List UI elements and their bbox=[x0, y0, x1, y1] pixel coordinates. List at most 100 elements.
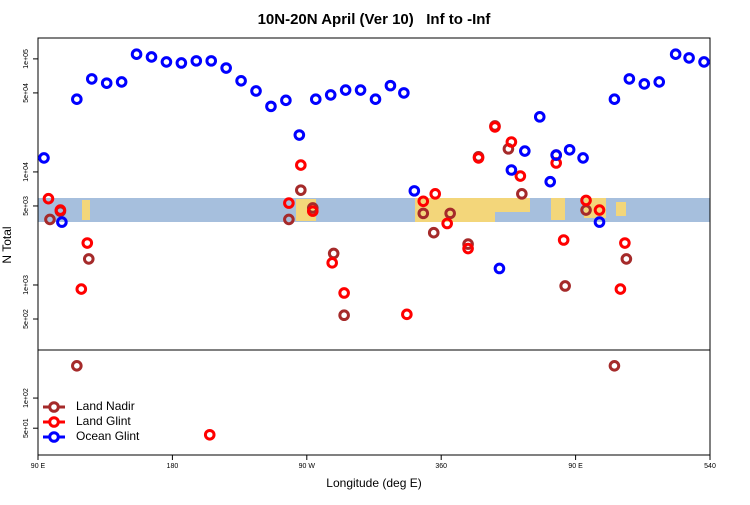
legend-label: Ocean Glint bbox=[76, 429, 140, 443]
legend-swatch bbox=[48, 401, 60, 413]
y-tick-label: 5e+01 bbox=[23, 418, 30, 438]
data-point bbox=[205, 55, 218, 67]
data-point bbox=[71, 359, 83, 372]
data-point bbox=[417, 195, 430, 208]
data-point bbox=[384, 79, 397, 92]
data-point bbox=[577, 152, 589, 164]
data-point bbox=[327, 247, 340, 260]
data-point bbox=[462, 242, 474, 255]
data-point bbox=[283, 197, 295, 209]
data-point bbox=[203, 428, 216, 441]
data-point bbox=[250, 85, 262, 97]
data-point bbox=[42, 192, 55, 205]
data-point bbox=[81, 237, 94, 249]
data-point bbox=[557, 234, 570, 246]
data-point bbox=[653, 76, 666, 88]
data-point bbox=[115, 76, 128, 88]
x-axis-label: Longitude (deg E) bbox=[326, 476, 421, 490]
legend-label: Land Glint bbox=[76, 414, 131, 428]
y-tick-label: 1e+04 bbox=[23, 162, 30, 182]
legend-swatch bbox=[48, 431, 60, 443]
data-point bbox=[683, 52, 695, 64]
data-point bbox=[608, 93, 621, 105]
data-point bbox=[295, 159, 307, 171]
lower-frame bbox=[37, 349, 711, 456]
data-point bbox=[145, 51, 158, 63]
data-point bbox=[235, 74, 247, 87]
data-point bbox=[398, 87, 410, 99]
x-tick-label: 90 E bbox=[31, 463, 46, 470]
data-point bbox=[444, 207, 456, 220]
data-point bbox=[369, 93, 382, 105]
data-point bbox=[354, 84, 367, 96]
data-point bbox=[295, 184, 307, 196]
y-tick-label: 5e+02 bbox=[23, 309, 30, 329]
data-point bbox=[326, 257, 338, 269]
data-point bbox=[620, 253, 633, 265]
x-tick-label: 90 W bbox=[299, 463, 316, 470]
data-point bbox=[306, 205, 319, 217]
data-point bbox=[516, 188, 528, 200]
upper-frame bbox=[37, 37, 711, 351]
data-point bbox=[429, 188, 442, 200]
data-point bbox=[638, 78, 651, 90]
data-point bbox=[339, 84, 352, 96]
legend-swatch bbox=[48, 416, 60, 428]
y-tick-label: 1e+02 bbox=[23, 388, 30, 408]
data-point bbox=[544, 175, 557, 188]
data-point bbox=[417, 207, 430, 220]
y-tick-label: 1e+03 bbox=[23, 275, 30, 295]
data-point bbox=[75, 283, 88, 295]
data-point bbox=[493, 262, 506, 275]
data-point bbox=[505, 136, 518, 148]
data-point bbox=[408, 185, 421, 197]
data-point bbox=[283, 213, 295, 226]
data-point bbox=[593, 204, 606, 216]
data-point bbox=[608, 359, 621, 372]
x-tick-label: 360 bbox=[435, 463, 447, 470]
map-background bbox=[38, 198, 710, 222]
data-point bbox=[56, 216, 68, 228]
data-point bbox=[71, 93, 83, 105]
data-point bbox=[550, 149, 562, 161]
data-point bbox=[44, 213, 56, 226]
data-point bbox=[505, 164, 518, 176]
data-point bbox=[593, 216, 606, 228]
data-point bbox=[441, 217, 453, 230]
data-point bbox=[293, 129, 306, 141]
data-point bbox=[324, 89, 337, 101]
y-tick-label: 5e+04 bbox=[23, 83, 30, 103]
data-point bbox=[160, 56, 173, 68]
legend-label: Land Nadir bbox=[76, 399, 135, 413]
data-point bbox=[623, 73, 636, 85]
data-point bbox=[175, 57, 188, 69]
data-point bbox=[580, 194, 592, 207]
data-point bbox=[38, 152, 50, 164]
data-point bbox=[462, 238, 474, 250]
data-point bbox=[338, 287, 350, 299]
y-axis-label: N Total bbox=[0, 226, 14, 263]
data-point bbox=[698, 56, 710, 68]
data-point bbox=[619, 237, 631, 249]
x-tick-label: 180 bbox=[167, 463, 179, 470]
x-tick-label: 540 bbox=[704, 463, 716, 470]
data-point bbox=[130, 48, 143, 61]
y-tick-label: 1e+05 bbox=[23, 49, 30, 69]
data-point bbox=[614, 283, 627, 295]
data-point bbox=[82, 253, 95, 265]
data-point bbox=[401, 308, 413, 321]
data-point bbox=[100, 77, 113, 89]
data-point bbox=[563, 143, 576, 156]
data-point bbox=[427, 226, 440, 239]
data-point bbox=[559, 280, 571, 292]
data-point bbox=[265, 100, 277, 113]
data-point bbox=[190, 55, 203, 67]
data-point bbox=[280, 94, 292, 107]
data-point bbox=[533, 111, 546, 123]
data-point bbox=[309, 93, 322, 105]
data-point bbox=[472, 152, 485, 164]
chart-title: 10N-20N April (Ver 10) Inf to -Inf bbox=[258, 11, 492, 28]
y-tick-label: 5e+03 bbox=[23, 196, 30, 216]
data-point bbox=[489, 121, 501, 133]
